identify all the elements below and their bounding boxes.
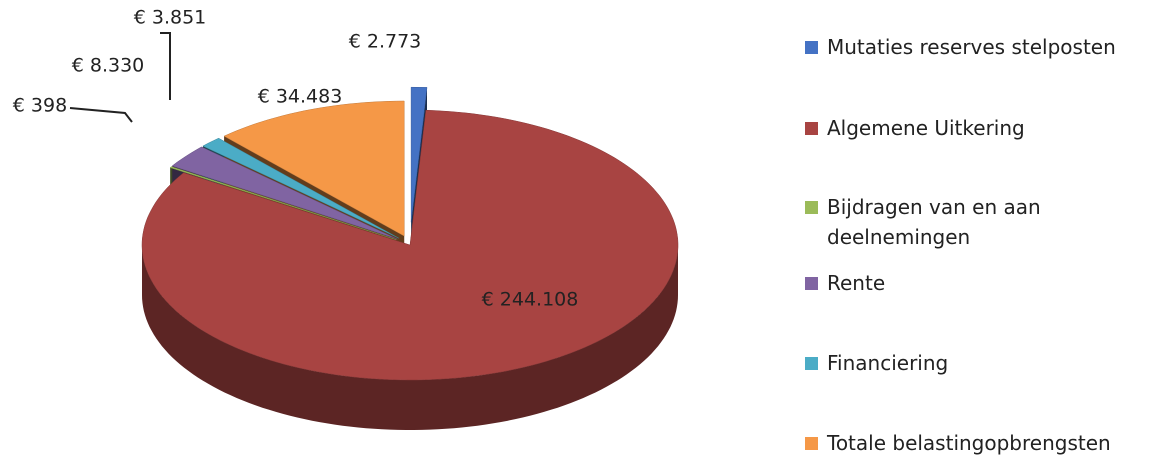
data-label: € 244.108: [482, 289, 579, 311]
legend-label: Rente: [827, 271, 886, 295]
legend-item: Bijdragen van en aan deelnemingen: [805, 192, 1145, 252]
legend-item: Totale belastingopbrengsten: [805, 428, 1145, 458]
pie-tops: [141, 86, 679, 381]
legend-swatch: [805, 277, 818, 290]
slice: [171, 146, 398, 240]
pie-area: € 2.773 € 244.108 € 398€ 8.330 € 3.851 € 34.…: [13, 7, 679, 430]
legend-item: Rente: [805, 268, 1145, 298]
leader-line: [160, 32, 171, 100]
legend-label: Algemene Uitkering: [827, 116, 1025, 140]
legend-label: Bijdragen van en aan deelnemingen: [827, 195, 1041, 249]
slice: [410, 86, 428, 223]
legend: Mutaties reserves stelposten Algemene Uit…: [805, 0, 1150, 458]
legend-label: Mutaties reserves stelposten: [827, 35, 1116, 59]
legend-item: Mutaties reserves stelposten: [805, 32, 1145, 62]
legend-swatch: [805, 437, 818, 450]
legend-item: Algemene Uitkering: [805, 113, 1145, 143]
legend-swatch: [805, 357, 818, 370]
slice-side: [142, 245, 678, 430]
slice: [223, 100, 405, 237]
legend-swatch: [805, 41, 818, 54]
data-labels: € 2.773 € 244.108 € 398€ 8.330 € 3.851 € 34.…: [13, 7, 579, 311]
data-label: € 3.851: [134, 7, 207, 29]
data-label: € 2.773: [349, 31, 422, 53]
leader-line: [69, 107, 133, 123]
data-label: € 8.330: [72, 55, 145, 77]
legend-label: Totale belastingopbrengsten: [827, 431, 1111, 455]
legend-label: Financiering: [827, 351, 949, 375]
legend-item: Financiering: [805, 348, 1145, 378]
slice: [202, 137, 399, 239]
data-label: € 34.483: [258, 86, 343, 108]
legend-swatch: [805, 122, 818, 135]
slice: [141, 109, 679, 381]
data-label: € 398: [13, 95, 67, 117]
slice: [169, 166, 397, 241]
legend-swatch: [805, 201, 818, 214]
